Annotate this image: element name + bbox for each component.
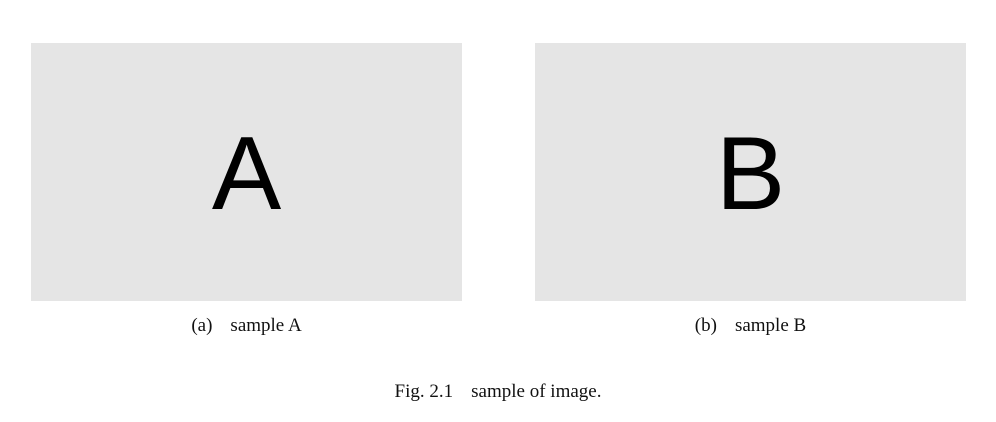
subcaption-label-b: (b)	[694, 315, 717, 336]
figure-number: Fig. 2.1	[394, 381, 454, 402]
figure-caption-text: sample of image.	[471, 381, 602, 402]
figure-caption: Fig. 2.1 sample of image.	[0, 380, 996, 404]
panel-letter-a: A	[211, 116, 282, 232]
panel-letter-b: B	[715, 116, 786, 232]
subcaption-text-a: sample A	[230, 315, 302, 336]
subcaption-label-a: (a)	[191, 315, 213, 336]
image-panel-a: A	[31, 43, 462, 301]
subcaption-b: (b) sample B	[535, 314, 966, 338]
subcaption-text-b: sample B	[734, 315, 807, 336]
subcaption-a: (a) sample A	[31, 314, 462, 338]
image-panel-b: B	[535, 43, 966, 301]
